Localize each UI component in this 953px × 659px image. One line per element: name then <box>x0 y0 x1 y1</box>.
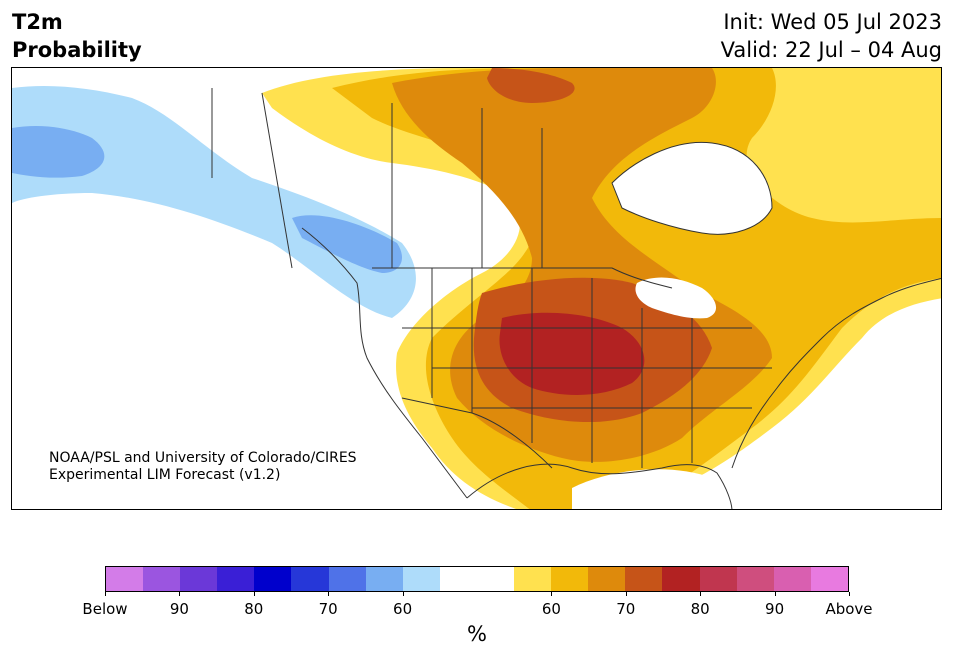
colorbar-tick-label: 70 <box>318 600 338 618</box>
colorbar-tick-mark <box>403 592 404 596</box>
title-type: Probability <box>12 38 142 62</box>
colorbar-tick-label: 90 <box>765 600 785 618</box>
canada-province-1 <box>261 92 293 269</box>
map-title: T2m Probability <box>12 8 142 64</box>
colorbar-segment <box>699 567 737 591</box>
colorbar-tick-label: 80 <box>244 600 264 618</box>
colorbar-segment <box>217 567 255 591</box>
colorbar-segment <box>291 567 329 591</box>
colorbar-segment <box>365 567 403 591</box>
gulf-coastline <box>466 463 733 509</box>
colorbar-segment <box>662 567 700 591</box>
atlantic-ocean <box>743 299 941 509</box>
pacific-ocean <box>12 208 466 509</box>
colorbar-tick-mark <box>179 592 180 596</box>
us-canada-border <box>372 267 673 289</box>
colorbar-unit: % <box>467 622 487 646</box>
forecast-dates: Init: Wed 05 Jul 2023 Valid: 22 Jul – 04… <box>721 8 942 64</box>
colorbar-segment <box>773 567 811 591</box>
credit-line-1: NOAA/PSL and University of Colorado/CIRE… <box>49 450 357 466</box>
title-variable: T2m <box>12 10 63 34</box>
colorbar-segment <box>514 567 552 591</box>
colorbar-segment <box>254 567 292 591</box>
colorbar-tick-mark <box>105 592 106 596</box>
colorbar-tick-mark <box>626 592 627 596</box>
init-date: Init: Wed 05 Jul 2023 <box>723 10 942 34</box>
colorbar-tick-label: 60 <box>393 600 413 618</box>
colorbar-segment <box>402 567 440 591</box>
map-canvas <box>12 68 941 509</box>
colorbar-segment <box>476 567 515 591</box>
colorbar-tick-mark <box>254 592 255 596</box>
colorbar-tick-mark <box>849 592 850 596</box>
colorbar-segment <box>143 567 181 591</box>
colorbar-tick-label: Below <box>82 600 128 618</box>
colorbar-tick-mark <box>775 592 776 596</box>
colorbar-segment <box>810 567 848 591</box>
probability-map <box>11 67 942 510</box>
colorbar-segment <box>328 567 366 591</box>
colorbar <box>105 566 849 592</box>
colorbar-tick-label: 60 <box>541 600 561 618</box>
east-coastline <box>731 277 941 469</box>
credit-line-2: Experimental LIM Forecast (v1.2) <box>49 467 281 483</box>
colorbar-segment <box>625 567 663 591</box>
colorbar-tick-mark <box>328 592 329 596</box>
great-lakes <box>635 277 717 319</box>
water-bodies <box>12 142 941 509</box>
colorbar-tick-label: 70 <box>616 600 636 618</box>
colorbar-segment <box>588 567 626 591</box>
colorbar-tick-label: 80 <box>690 600 710 618</box>
colorbar-tick-mark <box>551 592 552 596</box>
above-90-region-north <box>487 68 575 103</box>
colorbar-tick-mark <box>700 592 701 596</box>
boundary-lines <box>211 88 941 509</box>
colorbar-segment <box>439 567 477 591</box>
colorbar-segment <box>106 567 144 591</box>
west-coastline <box>301 227 468 499</box>
below-60-region <box>12 86 416 318</box>
gulf-of-mexico <box>572 469 725 509</box>
above-max-region <box>499 312 645 395</box>
colorbar-segment <box>551 567 589 591</box>
valid-date: Valid: 22 Jul – 04 Aug <box>720 38 942 62</box>
credit-text: NOAA/PSL and University of Colorado/CIRE… <box>49 450 357 484</box>
colorbar-tick-label: Above <box>825 600 873 618</box>
colorbar-segment <box>736 567 774 591</box>
hudson-bay-coast <box>611 141 773 235</box>
below-70-region-coast <box>292 215 402 273</box>
colorbar-segment <box>180 567 218 591</box>
below-70-region <box>12 126 105 178</box>
us-mexico-border <box>401 397 553 469</box>
hudson-bay <box>612 142 772 235</box>
colorbar-tick-label: 90 <box>169 600 189 618</box>
